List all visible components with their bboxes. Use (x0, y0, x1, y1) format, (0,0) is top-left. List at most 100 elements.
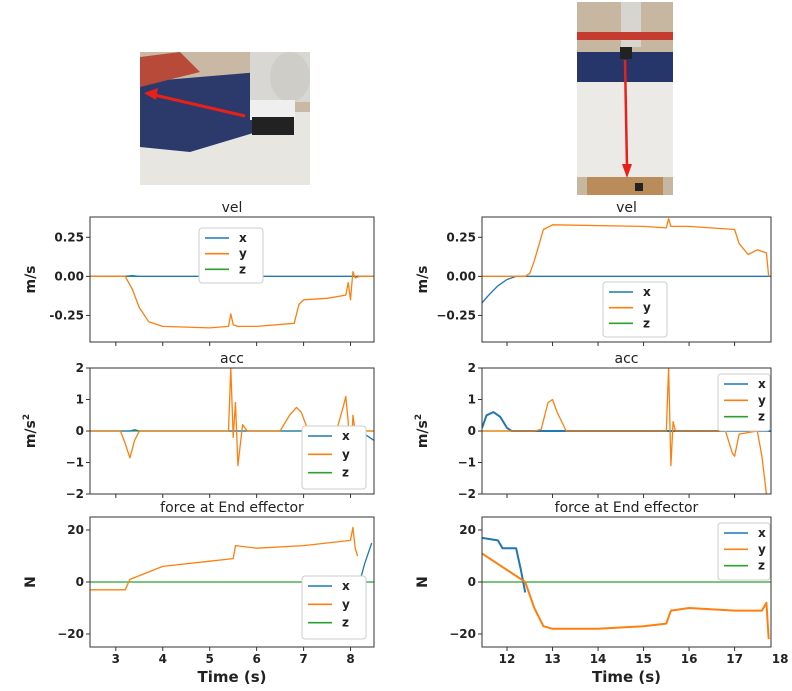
x-tick-label: 15 (635, 652, 652, 666)
legend-label: y (758, 542, 766, 556)
plot-frame (481, 367, 772, 495)
x-tick-label: 5 (206, 652, 214, 666)
y-axis-label-unit: m/s (415, 420, 431, 448)
y-tick-label: −2 (66, 487, 84, 501)
y-axis-label-unit: m/s (23, 420, 39, 448)
robot-push-down-photo (577, 2, 673, 195)
legend-label: x (643, 285, 651, 299)
chart-panel: vel 0.25 0.00 -0.25 m/s xyz (23, 200, 375, 346)
y-axis-label: m/s2 (414, 414, 431, 448)
y-axis-label-unit: N (23, 576, 39, 588)
y-tick-label: 0 (76, 575, 84, 589)
series-y-line (90, 368, 374, 486)
plot-frame (89, 516, 375, 648)
y-tick-label: 20 (67, 523, 84, 537)
legend-label: y (342, 447, 350, 461)
series-x-line (482, 275, 771, 304)
x-tick-label: 16 (681, 652, 698, 666)
legend-box (602, 281, 668, 338)
plot-frame (481, 516, 772, 648)
y-tick-label: 0.00 (446, 269, 476, 283)
y-axis-label: m/s (23, 265, 39, 293)
y-axis-label-exponent: 2 (22, 414, 32, 420)
x-tick-label: 14 (590, 652, 607, 666)
legend-label: z (758, 410, 765, 424)
x-axis-label: Time (s) (592, 668, 661, 686)
y-tick-label: 0 (468, 424, 476, 438)
panel-title: vel (616, 200, 637, 216)
panel-title: force at End effector (160, 500, 304, 516)
y-tick-label: -0.25 (49, 308, 84, 322)
panel-title: force at End effector (555, 500, 699, 516)
x-tick-label: 12 (499, 652, 516, 666)
x-tick-label: 13 (544, 652, 561, 666)
x-tick-label: 3 (112, 652, 120, 666)
series-y-line (90, 271, 374, 329)
series-y-line (482, 552, 770, 640)
robot-push-left-photo (140, 52, 310, 185)
y-axis-label-unit: m/s (23, 265, 39, 293)
legend-label: z (342, 466, 349, 480)
y-axis-label: N (23, 576, 39, 588)
y-axis-label: m/s (415, 265, 431, 293)
legend-label: z (239, 262, 246, 276)
y-tick-label: 0.25 (54, 230, 84, 244)
series-group (482, 536, 771, 640)
x-tick-label: 7 (299, 652, 307, 666)
legend-box (198, 227, 264, 284)
y-tick-label: 2 (76, 361, 84, 375)
plot-frame (481, 216, 772, 343)
legend-label: y (758, 393, 766, 407)
y-tick-label: 0 (468, 575, 476, 589)
legend-label: y (643, 301, 651, 315)
chart-panel: vel 0.25 0.00 −0.25 m/s xyz (415, 200, 772, 346)
y-tick-label: −1 (66, 456, 84, 470)
plot-frame (89, 367, 375, 495)
legend-label: z (643, 316, 650, 330)
x-tick-label: 4 (159, 652, 167, 666)
legend-label: z (342, 616, 349, 630)
y-axis-label-unit: m/s (415, 265, 431, 293)
y-axis-label-exponent: 2 (414, 414, 424, 420)
robot-arm-push-down-icon (577, 2, 673, 195)
legend-label: y (239, 247, 247, 261)
plot-frame (89, 216, 375, 343)
panel-title: acc (220, 351, 244, 367)
legend-label: y (342, 597, 350, 611)
panel-title: acc (615, 351, 639, 367)
y-tick-label: −1 (458, 456, 476, 470)
y-tick-label: 0 (76, 424, 84, 438)
robot-arm-push-left-icon (140, 52, 310, 185)
y-axis-label: N (415, 576, 431, 588)
y-tick-label: 2 (468, 361, 476, 375)
legend-label: x (342, 429, 350, 443)
series-y-line (482, 368, 768, 494)
y-tick-label: −20 (449, 627, 476, 641)
x-tick-label: 17 (726, 652, 743, 666)
series-y-line (482, 217, 770, 278)
y-axis-label-unit: N (415, 576, 431, 588)
legend-label: x (239, 231, 247, 245)
y-tick-label: 0.25 (446, 230, 476, 244)
x-tick-label: 18 (772, 652, 789, 666)
x-axis-label: Time (s) (197, 668, 266, 686)
y-tick-label: 1 (76, 393, 84, 407)
x-tick-label: 8 (346, 652, 354, 666)
y-tick-label: 0.00 (54, 269, 84, 283)
y-tick-label: −20 (57, 627, 84, 641)
panel-title: vel (222, 200, 243, 216)
y-tick-label: −0.25 (436, 308, 476, 322)
series-y-line (90, 526, 359, 591)
y-tick-label: 1 (468, 393, 476, 407)
series-x-line (482, 536, 527, 593)
y-tick-label: 20 (459, 523, 476, 537)
legend-label: x (342, 579, 350, 593)
legend-label: z (758, 559, 765, 573)
series-group (482, 217, 771, 304)
y-axis-label: m/s2 (22, 414, 39, 448)
y-tick-label: −2 (458, 487, 476, 501)
